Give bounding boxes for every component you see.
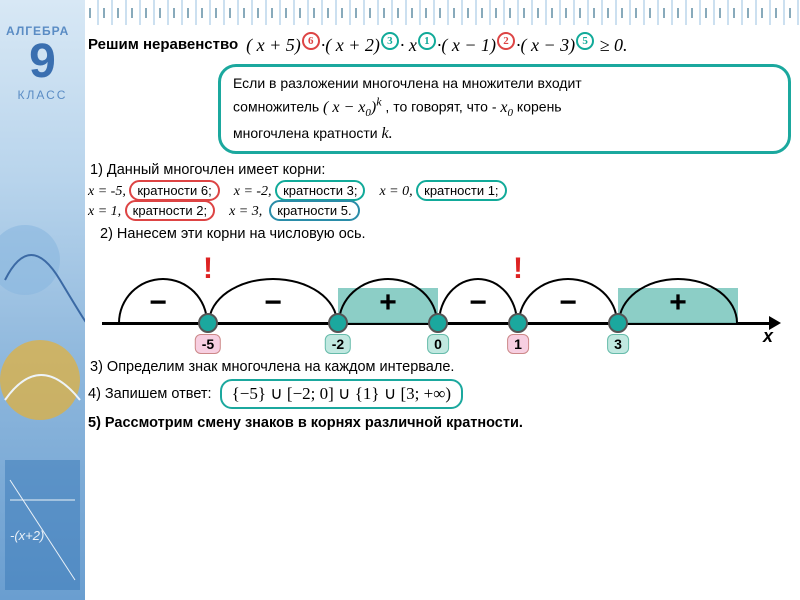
exponent-badge: 6 <box>302 32 320 50</box>
root-label: 0 <box>427 334 449 354</box>
svg-text:-(x+2): -(x+2) <box>10 528 44 543</box>
root-label: -2 <box>325 334 351 354</box>
roots-list: x = -5, кратности 6; x = -2, кратности 3… <box>88 182 795 220</box>
grade-number: 9 <box>0 38 85 86</box>
main-content: Решим неравенство ( x + 5)6·( x + 2)3· x… <box>88 28 795 595</box>
root-point <box>198 313 218 333</box>
sign-label: + <box>379 286 397 320</box>
root-label: 3 <box>607 334 629 354</box>
root-label: -5 <box>195 334 221 354</box>
sign-label: + <box>669 286 687 320</box>
step-5-title: 5) Рассмотрим смену знаков в корнях разл… <box>88 415 795 431</box>
exponent-badge: 3 <box>381 32 399 50</box>
multiplicity-pill: кратности 3; <box>275 180 365 201</box>
def-line1: Если в разложении многочлена на множител… <box>233 73 776 93</box>
multiplicity-pill: кратности 6; <box>129 180 219 201</box>
inequality-formula: ( x + 5)6·( x + 2)3· x1·( x − 1)2·( x − … <box>246 32 627 56</box>
attention-mark: ! <box>513 252 523 286</box>
class-label: КЛАСС <box>0 88 85 102</box>
multiplicity-pill: кратности 5. <box>269 200 359 221</box>
root-point <box>608 313 628 333</box>
exponent-badge: 2 <box>497 32 515 50</box>
root-point <box>328 313 348 333</box>
step-4-row: 4) Запишем ответ: {−5} ∪ [−2; 0] ∪ {1} ∪… <box>88 379 795 409</box>
definition-box: Если в разложении многочлена на множител… <box>218 64 791 154</box>
sign-label: − <box>559 286 577 320</box>
sign-label: − <box>149 286 167 320</box>
subject-label: АЛГЕБРА <box>0 0 85 38</box>
sign-label: − <box>264 286 282 320</box>
step-4-label: 4) Запишем ответ: <box>88 386 212 402</box>
attention-mark: ! <box>203 252 213 286</box>
page-title: Решим неравенство <box>88 36 238 53</box>
multiplicity-pill: кратности 1; <box>416 180 506 201</box>
inequality-row: Решим неравенство ( x + 5)6·( x + 2)3· x… <box>88 28 795 60</box>
math-decoration: -(x+2) <box>0 200 85 600</box>
number-line: x -5 -2 0 1 3 − − + − − +!! <box>88 248 795 353</box>
multiplicity-pill: кратности 2; <box>125 200 215 221</box>
step-1-title: 1) Данный многочлен имеет корни: <box>90 162 795 178</box>
def-line3: многочлена кратности k. <box>233 122 776 145</box>
root-label: 1 <box>507 334 529 354</box>
exponent-badge: 1 <box>418 32 436 50</box>
exponent-badge: 5 <box>576 32 594 50</box>
answer-box: {−5} ∪ [−2; 0] ∪ {1} ∪ [3; +∞) <box>220 379 463 409</box>
root-point <box>428 313 448 333</box>
root-point <box>508 313 528 333</box>
step-3-title: 3) Определим знак многочлена на каждом и… <box>90 359 795 375</box>
x-axis-label: x <box>763 326 773 347</box>
spiral-binding <box>85 0 800 25</box>
sign-label: − <box>469 286 487 320</box>
def-line2: сомножитель ( x − x0)k , то говорят, что… <box>233 93 776 121</box>
sidebar: АЛГЕБРА 9 КЛАСС -(x+2) <box>0 0 85 600</box>
step-2-title: 2) Нанесем эти корни на числовую ось. <box>100 226 795 242</box>
